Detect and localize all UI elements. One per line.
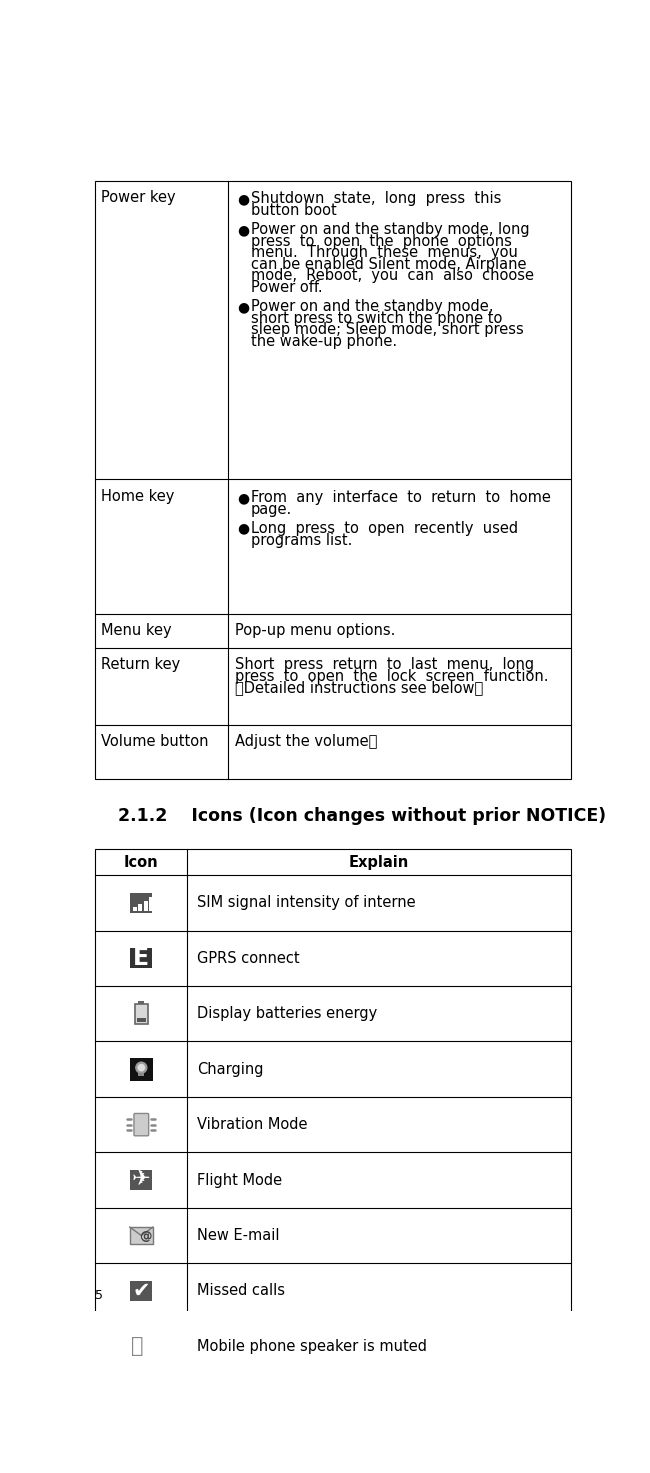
Bar	[136, 1018, 146, 1022]
Bar	[95, 181, 571, 779]
Text: E: E	[133, 946, 150, 971]
Text: Menu key: Menu key	[101, 623, 172, 638]
Bar	[138, 903, 142, 910]
Text: ✔: ✔	[133, 1282, 150, 1301]
Text: From  any  interface  to  return  to  home: From any interface to return to home	[251, 491, 551, 505]
Text: the wake-up phone.: the wake-up phone.	[251, 334, 397, 349]
FancyBboxPatch shape	[134, 1114, 149, 1136]
Text: （Detailed instructions see below）: （Detailed instructions see below）	[235, 681, 484, 695]
Text: mode,  Reboot,  you  can  also  choose: mode, Reboot, you can also choose	[251, 268, 534, 283]
Text: New E-mail: New E-mail	[197, 1228, 280, 1243]
Text: SIM signal intensity of interne: SIM signal intensity of interne	[197, 896, 415, 910]
Text: press  to  open  the  lock  screen  function.: press to open the lock screen function.	[235, 669, 549, 683]
Text: Power on and the standby mode,: Power on and the standby mode,	[251, 299, 493, 314]
Bar	[95, 848, 571, 1374]
Text: 2.1.2    Icons (Icon changes without prior NOTICE): 2.1.2 Icons (Icon changes without prior …	[118, 807, 606, 825]
Text: Vibration Mode: Vibration Mode	[197, 1117, 307, 1133]
Bar	[131, 1170, 152, 1190]
Text: Home key: Home key	[101, 489, 175, 504]
Text: Long  press  to  open  recently  used: Long press to open recently used	[251, 521, 518, 536]
Text: Volume button: Volume button	[101, 734, 209, 750]
Bar	[131, 1282, 152, 1301]
Text: page.: page.	[251, 502, 292, 517]
Text: Pop-up menu options.: Pop-up menu options.	[235, 623, 396, 638]
Text: Adjust the volume。: Adjust the volume。	[235, 734, 378, 750]
Text: 🔈: 🔈	[131, 1336, 144, 1357]
Text: 5: 5	[95, 1289, 103, 1302]
Text: short press to switch the phone to: short press to switch the phone to	[251, 311, 502, 326]
Text: ●: ●	[237, 521, 249, 536]
Bar	[144, 900, 148, 910]
Text: sleep mode; Sleep mode, short press: sleep mode; Sleep mode, short press	[251, 323, 524, 337]
Text: ●: ●	[237, 222, 249, 237]
Text: press  to  open  the  phone  options: press to open the phone options	[251, 234, 512, 249]
Bar	[135, 1003, 148, 1024]
Text: GPRS connect: GPRS connect	[197, 950, 300, 966]
Text: Short  press  return  to  last  menu,  long: Short press return to last menu, long	[235, 657, 534, 672]
Bar	[130, 1058, 153, 1081]
Text: ●: ●	[237, 300, 249, 314]
Text: ✈: ✈	[132, 1170, 151, 1189]
Text: menu.  Through  these  menus,  you: menu. Through these menus, you	[251, 246, 518, 261]
Text: Display batteries energy: Display batteries energy	[197, 1006, 377, 1021]
Bar	[133, 907, 136, 910]
Text: programs list.: programs list.	[251, 533, 352, 548]
Text: Mobile phone speaker is muted: Mobile phone speaker is muted	[197, 1339, 427, 1354]
Text: Charging: Charging	[197, 1062, 263, 1077]
Text: can be enabled Silent mode, Airplane: can be enabled Silent mode, Airplane	[251, 256, 526, 273]
Bar	[131, 893, 152, 913]
Text: Power on and the standby mode, long: Power on and the standby mode, long	[251, 222, 530, 237]
Text: Missed calls: Missed calls	[197, 1283, 285, 1299]
Bar	[131, 949, 152, 968]
Bar	[138, 1000, 144, 1003]
Text: Icon: Icon	[124, 854, 159, 869]
Text: Return key: Return key	[101, 657, 181, 672]
Text: Power key: Power key	[101, 190, 176, 205]
Text: @: @	[139, 1230, 151, 1243]
Circle shape	[135, 1062, 148, 1074]
Text: Power off.: Power off.	[251, 280, 322, 295]
Circle shape	[137, 1064, 145, 1071]
Text: ●: ●	[237, 491, 249, 505]
Bar	[138, 1072, 144, 1077]
Bar	[130, 1227, 153, 1245]
Bar	[149, 897, 153, 910]
Text: Flight Mode: Flight Mode	[197, 1173, 282, 1187]
Text: ●: ●	[237, 191, 249, 206]
Text: button boot: button boot	[251, 203, 337, 218]
Text: Shutdown  state,  long  press  this: Shutdown state, long press this	[251, 191, 501, 206]
Text: Explain: Explain	[349, 854, 410, 869]
